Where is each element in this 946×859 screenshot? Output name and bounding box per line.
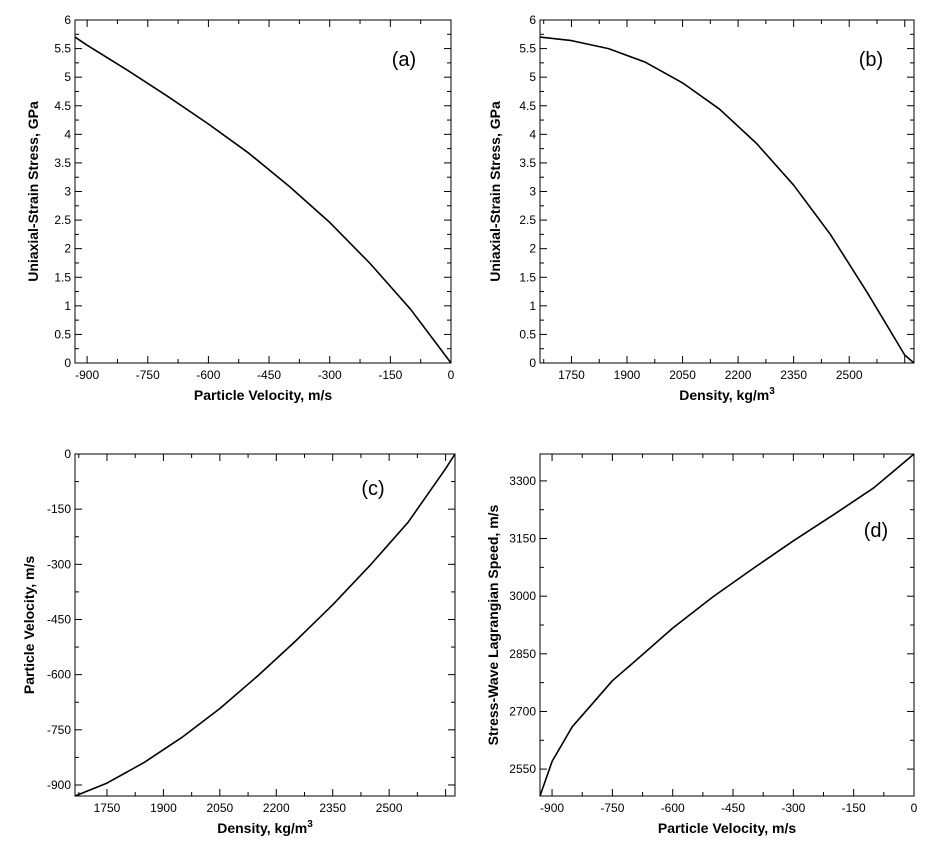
y-tick-label: 4.5 [54, 99, 71, 113]
x-axis-label: Particle Velocity, m/s [194, 387, 332, 403]
y-tick-label: 3.5 [54, 156, 71, 170]
y-tick-label: 3150 [509, 532, 536, 546]
chart-panel-2: 1750 1900 2050 2200 2350 2500 0 0.5 1 1.5 2 2.5 3 3.5… [487, 13, 915, 403]
y-tick-label: 5 [64, 70, 71, 84]
x-axis-label: Density, kg/m3 [679, 386, 775, 403]
series-line-1 [539, 453, 915, 797]
panel-label: (d) [864, 520, 888, 542]
x-tick-label: 2050 [206, 801, 233, 815]
x-tick-label: 0 [448, 368, 455, 382]
x-tick-label: -150 [378, 368, 402, 382]
x-tick-label: -750 [600, 801, 624, 815]
y-tick-label: 2 [529, 242, 536, 256]
panel-label: (b) [859, 49, 883, 71]
y-tick-label: 1 [529, 299, 536, 313]
y-tick-label: 0 [529, 356, 536, 370]
panel-label: (c) [361, 478, 384, 500]
x-tick-label: 2050 [669, 368, 696, 382]
y-tick-label: -300 [47, 557, 71, 571]
y-tick-label: 2850 [509, 647, 536, 661]
x-tick-label: -450 [721, 801, 745, 815]
y-tick-label: 3 [64, 185, 71, 199]
y-tick-label: 4.5 [519, 99, 536, 113]
x-axis-label: Particle Velocity, m/s [658, 820, 796, 836]
x-tick-label: 1750 [558, 368, 585, 382]
y-tick-label: 0.5 [54, 327, 71, 341]
y-tick-label: 1.5 [519, 270, 536, 284]
y-tick-label: 0 [64, 356, 71, 370]
chart-panel-3: 1750 1900 2050 2200 2350 2500 -900 -750 -600 -450… [21, 447, 456, 836]
x-tick-label: 0 [911, 801, 918, 815]
y-tick-label: 5.5 [54, 42, 71, 56]
y-tick-label: -900 [47, 778, 71, 792]
x-tick-label: -600 [196, 368, 220, 382]
y-tick-label: 3000 [509, 589, 536, 603]
x-tick-label: -300 [318, 368, 342, 382]
y-axis-label: Particle Velocity, m/s [21, 556, 37, 694]
x-tick-label: -300 [781, 801, 805, 815]
y-axis-label: Stress-Wave Lagrangian Speed, m/s [485, 504, 501, 745]
y-tick-label: 0 [64, 447, 71, 461]
x-tick-label: 2500 [836, 368, 863, 382]
y-tick-label: 5 [529, 70, 536, 84]
y-tick-label: 2.5 [519, 213, 536, 227]
y-axis-label: Uniaxial-Strain Stress, GPa [487, 101, 503, 282]
y-tick-label: 2 [64, 242, 71, 256]
y-tick-label: -750 [47, 723, 71, 737]
x-tick-label: 2200 [263, 801, 290, 815]
y-tick-label: 6 [529, 13, 536, 27]
plot-frame [74, 453, 456, 797]
chart-panel-1: -900 -750 -600 -450 -300 -150 0 0 0.5 1 1.5 2 2.5 3 3.… [25, 13, 455, 403]
y-tick-label: 2.5 [54, 213, 71, 227]
plot-frame [539, 453, 915, 797]
y-axis-label: Uniaxial-Strain Stress, GPa [25, 101, 41, 282]
x-tick-label: -900 [75, 368, 99, 382]
x-tick-label: -900 [540, 801, 564, 815]
x-axis-label-superscript: 3 [769, 386, 775, 397]
y-tick-label: 6 [64, 13, 71, 27]
y-tick-label: 1.5 [54, 270, 71, 284]
y-tick-label: 3.5 [519, 156, 536, 170]
series-line-1 [74, 453, 456, 797]
y-tick-label: 3 [529, 185, 536, 199]
y-tick-label: -150 [47, 502, 71, 516]
y-tick-label: -450 [47, 612, 71, 626]
y-tick-label: 5.5 [519, 42, 536, 56]
y-tick-label: 4 [64, 127, 71, 141]
x-axis-label-superscript: 3 [307, 819, 313, 830]
x-tick-label: -150 [842, 801, 866, 815]
y-tick-label: 0.5 [519, 327, 536, 341]
x-tick-label: 1750 [94, 801, 121, 815]
y-tick-label: 1 [64, 299, 71, 313]
x-tick-label: 2350 [780, 368, 807, 382]
y-tick-label: 2700 [509, 704, 536, 718]
series-line-1 [74, 36, 452, 364]
x-tick-label: -450 [257, 368, 281, 382]
x-tick-label: 1900 [150, 801, 177, 815]
plot-frame [539, 19, 915, 364]
x-tick-label: -600 [661, 801, 685, 815]
y-tick-label: -600 [47, 668, 71, 682]
x-tick-label: 2500 [376, 801, 403, 815]
x-axis-label: Density, kg/m3 [217, 819, 313, 836]
x-tick-label: 2350 [319, 801, 346, 815]
y-tick-label: 4 [529, 127, 536, 141]
x-tick-label: 2200 [725, 368, 752, 382]
chart-panel-4: -900 -750 -600 -450 -300 -150 0 2550 2700 2850 300… [485, 453, 918, 836]
x-tick-label: -750 [136, 368, 160, 382]
series-line-1 [539, 36, 915, 364]
panel-label: (a) [392, 49, 416, 71]
y-tick-label: 3300 [509, 474, 536, 488]
plot-frame [74, 19, 452, 364]
y-tick-label: 2550 [509, 762, 536, 776]
x-tick-label: 1900 [614, 368, 641, 382]
